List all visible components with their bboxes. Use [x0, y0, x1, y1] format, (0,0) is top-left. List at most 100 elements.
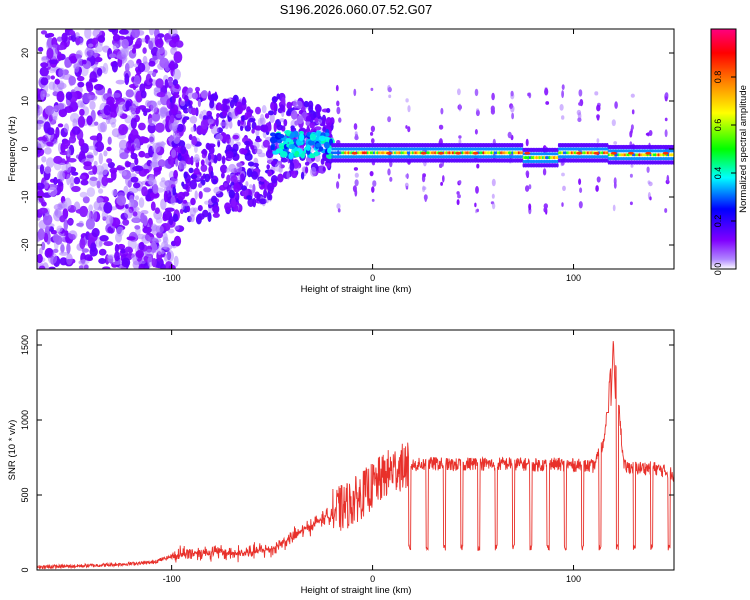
spectrogram-cell: [337, 151, 340, 155]
spectrogram-cell: [251, 171, 259, 180]
spectrogram-cell: [120, 48, 128, 58]
spectrogram-cell: [175, 158, 179, 167]
spectrogram-cell: [437, 147, 440, 151]
spectrogram-cell: [665, 157, 668, 161]
spectrogram-cell: [151, 142, 161, 153]
colorbar: 0.0 0.2 0.4 0.6 0.8 Normalized spectral ampl…: [710, 28, 749, 275]
spectrogram-cell: [325, 117, 333, 127]
spectrogram-cell: [134, 157, 139, 166]
spectrogram-cell: [583, 147, 586, 151]
spectrogram-cell: [249, 184, 253, 189]
spectrogram-cell: [527, 156, 530, 160]
spectrogram-cell: [77, 115, 86, 128]
spectrogram-cell: [66, 148, 71, 158]
spectrogram-cell: [392, 155, 395, 159]
spectrogram-cell: [493, 147, 496, 151]
spectrogram-cell: [509, 151, 512, 155]
spectrogram-cell: [402, 147, 405, 151]
spectrogram-cell: [91, 227, 100, 238]
spectrogram-cell: [636, 153, 639, 157]
spectrogram-cell: [299, 133, 305, 142]
spectrogram-cell: [134, 195, 140, 201]
spectrogram-cell: [309, 153, 316, 159]
spectrogram-cell: [175, 40, 184, 48]
spectrogram-cell: [64, 58, 71, 68]
spectrogram-cell: [40, 62, 49, 68]
spectrogram-cell: [46, 157, 55, 168]
spectrogram-cell: [503, 151, 506, 155]
spectrogram-cell: [151, 258, 157, 268]
spectrogram-cell: [130, 152, 138, 160]
spectrogram-cell: [305, 115, 311, 122]
spectrogram-cell: [93, 160, 98, 167]
spectrogram-cell: [638, 157, 641, 161]
spectrogram-cell: [625, 149, 628, 153]
spectrogram-cell: [124, 73, 130, 85]
spectrogram-cell: [41, 201, 47, 207]
spectrogram-cell: [431, 147, 434, 151]
spectrogram-cell: [132, 215, 140, 223]
spectrogram-cell: [357, 151, 360, 155]
spectrogram-cell: [82, 196, 90, 204]
spectrogram-cell: [627, 157, 630, 161]
spectrogram-cell: [500, 151, 503, 155]
spectrogram-cell: [255, 106, 261, 115]
spectrogram-cell: [419, 155, 422, 159]
spectrogram-cell: [461, 147, 464, 151]
spectrogram-cell: [575, 147, 578, 151]
spectrogram-cell: [352, 147, 355, 151]
spectrogram-cell: [395, 151, 398, 155]
spectrogram-cell: [561, 155, 564, 159]
spectrogram-cell: [544, 87, 549, 96]
spectrogram-cell: [389, 155, 392, 159]
spectrogram-cell: [440, 181, 443, 186]
spectrogram-cell: [192, 157, 201, 163]
spectrogram-cell: [448, 158, 451, 163]
spectrogram-cell: [254, 148, 263, 154]
spectrogram-cell: [48, 68, 56, 74]
spectrogram-cell: [431, 151, 434, 155]
spectrogram-cell: [631, 157, 635, 161]
spectrogram-cell: [152, 237, 162, 243]
spectrogram-cell: [392, 151, 395, 155]
spectrogram-cell: [491, 193, 495, 199]
spectrogram-cell: [334, 155, 337, 159]
spectrogram-cell: [129, 198, 135, 207]
spectrogram-cell: [45, 225, 51, 230]
spectrogram-cell: [525, 170, 530, 177]
spectrogram-cell: [374, 147, 377, 151]
spectrogram-cell: [153, 172, 158, 177]
spectrogram-cell: [155, 78, 164, 89]
spectrogram-cell: [466, 147, 469, 151]
spectrogram-cell: [377, 151, 381, 155]
spectrogram-cell: [279, 151, 288, 158]
spectrogram-cell: [53, 155, 63, 164]
spectrogram-cell: [622, 157, 625, 161]
spectrogram-cell: [517, 147, 521, 151]
spectrogram-cell: [335, 84, 339, 92]
spectrogram-cell: [212, 179, 218, 185]
spectrogram-cell: [377, 147, 381, 151]
spectrogram-cell: [191, 92, 198, 100]
spectrogram-cell: [510, 105, 515, 113]
spectrogram-cell: [266, 164, 271, 170]
spectrogram-cell: [267, 182, 275, 192]
spectrogram-cell: [443, 155, 446, 159]
spectrogram-cell: [115, 166, 126, 171]
spectrogram-cell: [487, 147, 490, 151]
y-tick-label: 1000: [20, 410, 30, 430]
spectrogram-cell: [611, 119, 616, 127]
spectrogram-cell: [625, 157, 628, 161]
spectrogram-cell: [654, 157, 657, 161]
spectrogram-cell: [447, 147, 450, 151]
spectrogram-cell: [342, 143, 345, 148]
spectrogram-cell: [59, 215, 66, 223]
spectrogram-cell: [381, 155, 384, 159]
spectrogram-cell: [170, 102, 174, 109]
spectrogram-cell: [398, 147, 401, 151]
spectrogram-cell: [94, 141, 105, 153]
spectrogram-cell: [155, 122, 165, 133]
spectrogram-cell: [566, 155, 569, 159]
